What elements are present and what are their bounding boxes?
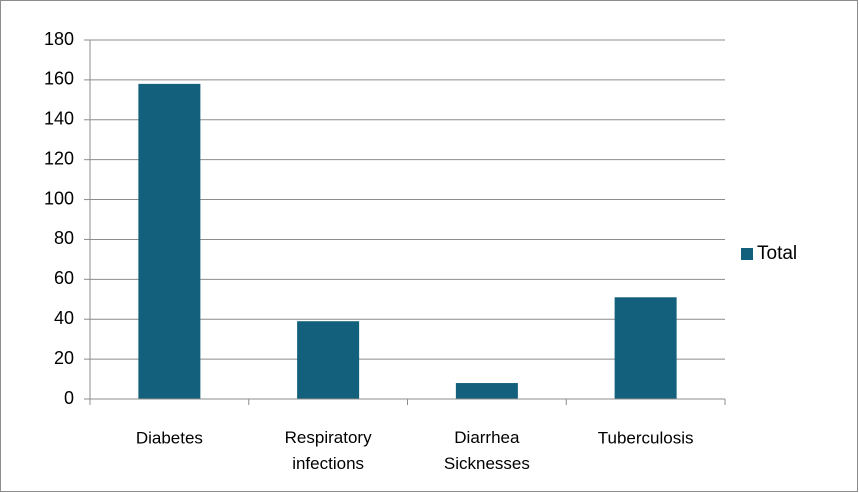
legend-label: Total [757, 243, 797, 264]
x-tick-label: Tuberculosis [598, 428, 694, 447]
bar [614, 297, 677, 399]
y-tick-label: 140 [44, 109, 74, 129]
y-tick-label: 20 [54, 348, 74, 368]
x-tick-label: Respiratory infections [285, 428, 372, 473]
x-tick-label: Diabetes [136, 428, 203, 447]
y-tick-label: 100 [44, 188, 74, 208]
y-tick-label: 120 [44, 148, 74, 168]
bar [138, 83, 201, 399]
legend-swatch [741, 248, 753, 260]
y-tick-label: 0 [64, 388, 74, 408]
bar [297, 321, 360, 399]
y-tick-label: 60 [54, 268, 74, 288]
y-tick-label: 80 [54, 228, 74, 248]
y-tick-label: 160 [44, 69, 74, 89]
y-tick-label: 180 [44, 29, 74, 49]
y-tick-label: 40 [54, 308, 74, 328]
bar [455, 383, 518, 399]
x-tick-label: Diarrhea Sicknesses [444, 428, 530, 473]
